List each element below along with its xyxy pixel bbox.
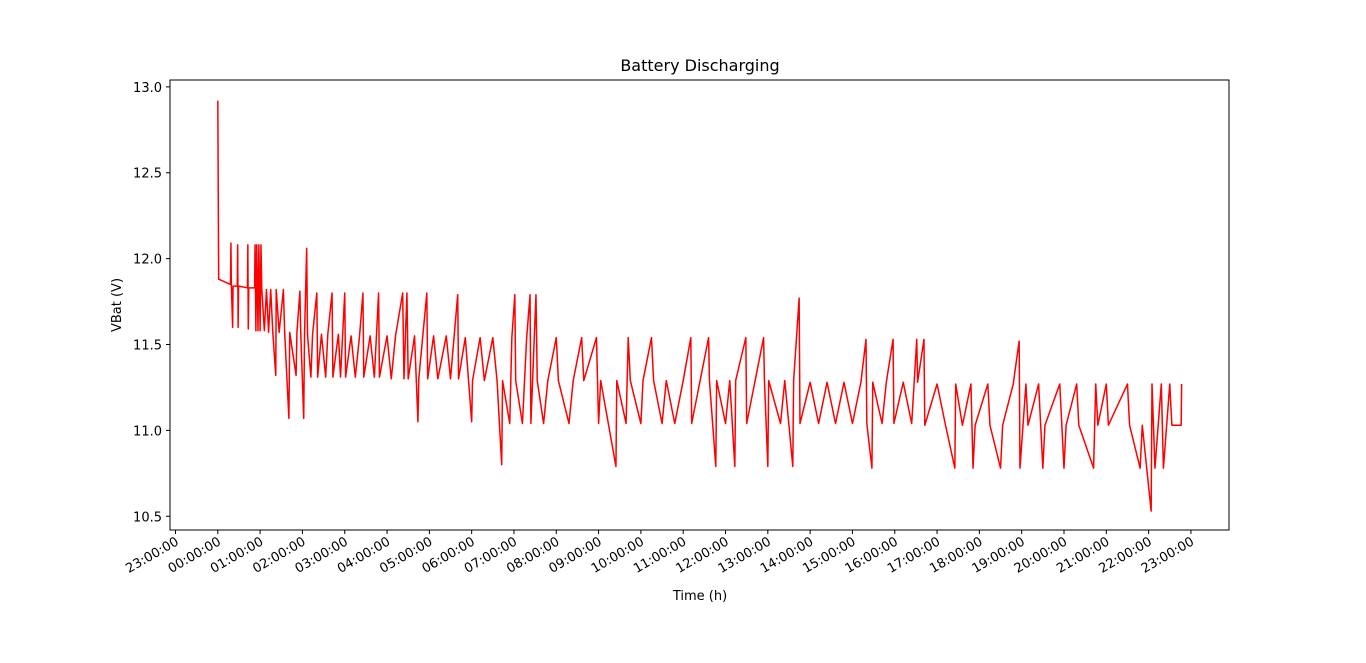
data-line xyxy=(217,100,1183,512)
y-axis-label: VBat (V) xyxy=(110,278,125,332)
y-tick-label: 12.0 xyxy=(133,253,162,268)
x-axis-label: Time (h) xyxy=(672,589,727,604)
y-tick-label: 12.5 xyxy=(133,167,162,182)
y-tick-label: 10.5 xyxy=(133,510,162,525)
y-tick-label: 11.0 xyxy=(133,424,162,439)
y-tick-label: 11.5 xyxy=(133,339,162,354)
y-tick-label: 13.0 xyxy=(133,81,162,96)
chart-title: Battery Discharging xyxy=(620,56,779,75)
plot-frame xyxy=(169,79,1230,531)
